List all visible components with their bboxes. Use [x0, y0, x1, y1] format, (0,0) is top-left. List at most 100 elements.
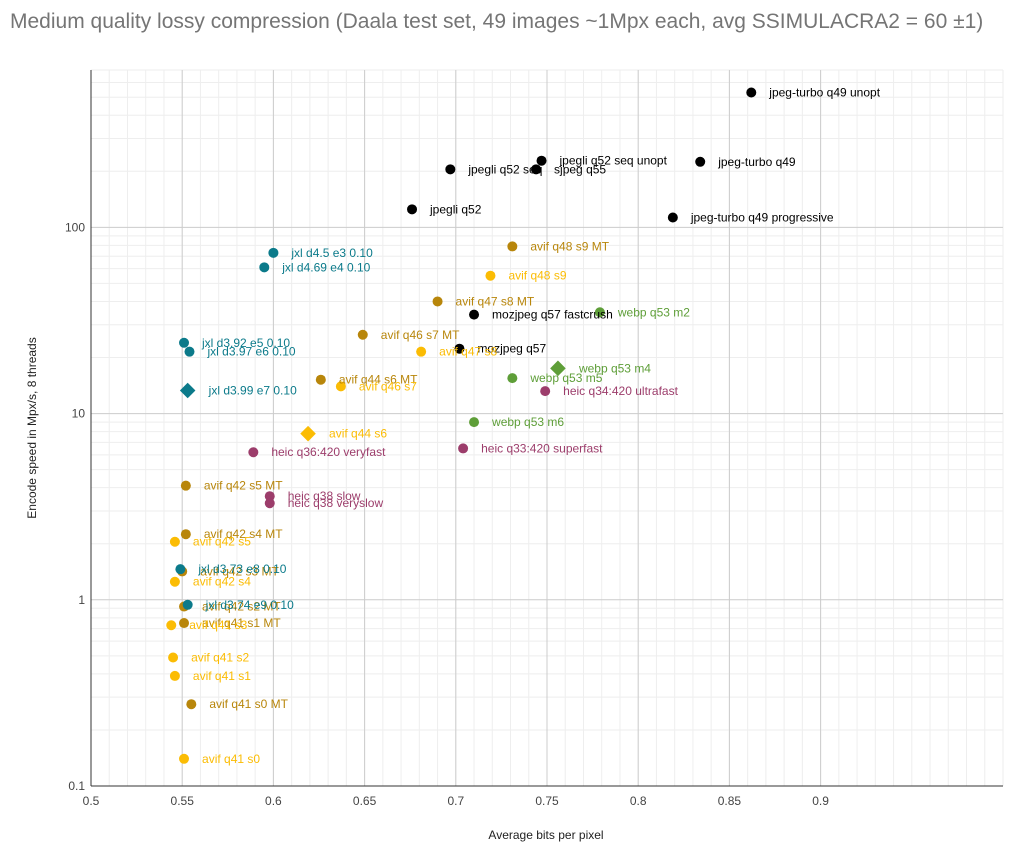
x-tick-label: 0.9 [812, 794, 829, 808]
data-point [594, 307, 605, 318]
data-point [458, 443, 469, 454]
data-label: avif q42 s2 MT [202, 600, 281, 614]
data-label: avif q42 s3 MT [200, 564, 279, 578]
x-tick-label: 0.7 [447, 794, 464, 808]
data-point [335, 381, 346, 392]
data-label: avif q44 s6 [329, 427, 387, 441]
y-tick-label: 0.1 [68, 779, 85, 793]
data-point [315, 374, 326, 385]
data-label: avif q42 s5 [193, 535, 251, 549]
data-label: avif q47 s8 [439, 345, 497, 359]
data-label: jxl d3.73 e8 0.10 [197, 562, 286, 576]
data-label: avif q41 s0 [202, 752, 260, 766]
data-label: avif q41 s3 [189, 618, 247, 632]
data-point [746, 87, 757, 98]
data-label: avif q42 s5 MT [204, 479, 283, 493]
data-label: avif q42 s4 [193, 575, 251, 589]
data-point [248, 447, 259, 458]
x-tick-label: 0.8 [630, 794, 647, 808]
data-point [454, 343, 465, 354]
data-label: jxl d3.99 e7 0.10 [208, 384, 297, 398]
data-label: heic q36:420 veryfast [271, 445, 386, 459]
data-label: avif q46 s7 MT [381, 328, 460, 342]
data-point [179, 753, 190, 764]
data-label: mozjpeg q57 [477, 342, 546, 356]
y-tick-label: 100 [65, 220, 85, 234]
data-point [180, 529, 191, 540]
data-label: jpeg-turbo q49 unopt [768, 85, 880, 99]
data-label: jxl d3.92 e5 0.10 [201, 336, 290, 350]
data-point [175, 564, 186, 575]
data-point [507, 373, 518, 384]
data-labels: jpeg-turbo q49 unopt jpegli q52 seq unopt… [189, 85, 880, 765]
x-tick-label: 0.75 [535, 794, 559, 808]
data-label: jxl d4.69 e4 0.10 [281, 260, 370, 274]
data-label: sjpeg q55 [554, 162, 606, 176]
data-point [180, 480, 191, 491]
x-tick-label: 0.85 [718, 794, 742, 808]
data-point [407, 204, 418, 215]
data-point [264, 491, 275, 502]
data-label: jxl d4.5 e3 0.10 [290, 246, 373, 260]
data-label: jpegli q52 [429, 202, 482, 216]
data-point [179, 382, 196, 399]
data-label: heic q34:420 ultrafast [563, 384, 678, 398]
data-point [416, 346, 427, 357]
data-point [469, 309, 480, 320]
data-label: mozjpeg q57 fastcrush [492, 308, 613, 322]
x-tick-label: 0.55 [171, 794, 195, 808]
data-label: avif q48 s9 MT [530, 239, 609, 253]
data-label: jxl d3.97 e6 0.10 [206, 345, 295, 359]
data-point [166, 620, 177, 631]
x-tick-labels: 0.5 0.55 0.6 0.65 0.7 0.75 0.8 0.85 0.9 [83, 794, 830, 808]
data-label: heic q33:420 superfast [481, 441, 603, 455]
data-point [531, 164, 542, 175]
data-label: avif q42 s4 MT [204, 527, 283, 541]
y-axis-label: Encode speed in Mpx/s, 8 threads [25, 337, 39, 518]
chart-title: Medium quality lossy compression (Daala … [10, 10, 984, 33]
data-point [507, 241, 518, 252]
data-label: jxl d3.74 e9 0.10 [205, 598, 294, 612]
data-point [300, 425, 316, 442]
x-axis-label: Average bits per pixel [488, 828, 603, 842]
data-point [445, 164, 456, 175]
data-label: avif q41 s0 MT [209, 697, 288, 711]
data-point [357, 329, 368, 340]
data-label: heic q38 slow [288, 489, 361, 503]
data-label: avif q44 s6 MT [339, 373, 418, 387]
y-tick-label: 10 [72, 407, 86, 421]
data-point [268, 247, 279, 258]
x-tick-label: 0.5 [83, 794, 100, 808]
data-label: avif q41 s2 [191, 650, 249, 664]
data-label: avif q46 s7 [359, 379, 417, 393]
data-point [695, 156, 706, 167]
data-label: jpegli q52 seq [467, 162, 542, 176]
data-label: heic q38 veryslow [288, 496, 384, 510]
data-point [169, 576, 180, 587]
data-point [540, 386, 551, 397]
data-label: avif q48 s9 [508, 269, 566, 283]
data-points [166, 87, 757, 764]
data-label: avif q47 s8 MT [456, 294, 535, 308]
data-label: webp q53 m5 [529, 371, 602, 385]
data-label: webp q53 m2 [617, 305, 690, 319]
x-tick-label: 0.65 [353, 794, 377, 808]
data-point [179, 618, 190, 629]
data-label: avif q41 s1 MT [202, 616, 281, 630]
data-point [179, 337, 190, 348]
data-point [169, 670, 180, 681]
data-label: webp q53 m6 [491, 415, 564, 429]
data-label: jpeg-turbo q49 [717, 155, 796, 169]
data-point [168, 652, 179, 663]
data-point [182, 599, 193, 610]
data-label: webp q53 m4 [578, 361, 651, 375]
data-label: jpeg-turbo q49 progressive [690, 210, 834, 224]
data-point [536, 155, 547, 166]
data-point [259, 262, 270, 273]
data-point [169, 536, 180, 547]
data-label: avif q41 s1 [193, 669, 251, 683]
data-point [469, 417, 480, 428]
y-tick-label: 1 [78, 593, 85, 607]
axes [90, 70, 1003, 787]
